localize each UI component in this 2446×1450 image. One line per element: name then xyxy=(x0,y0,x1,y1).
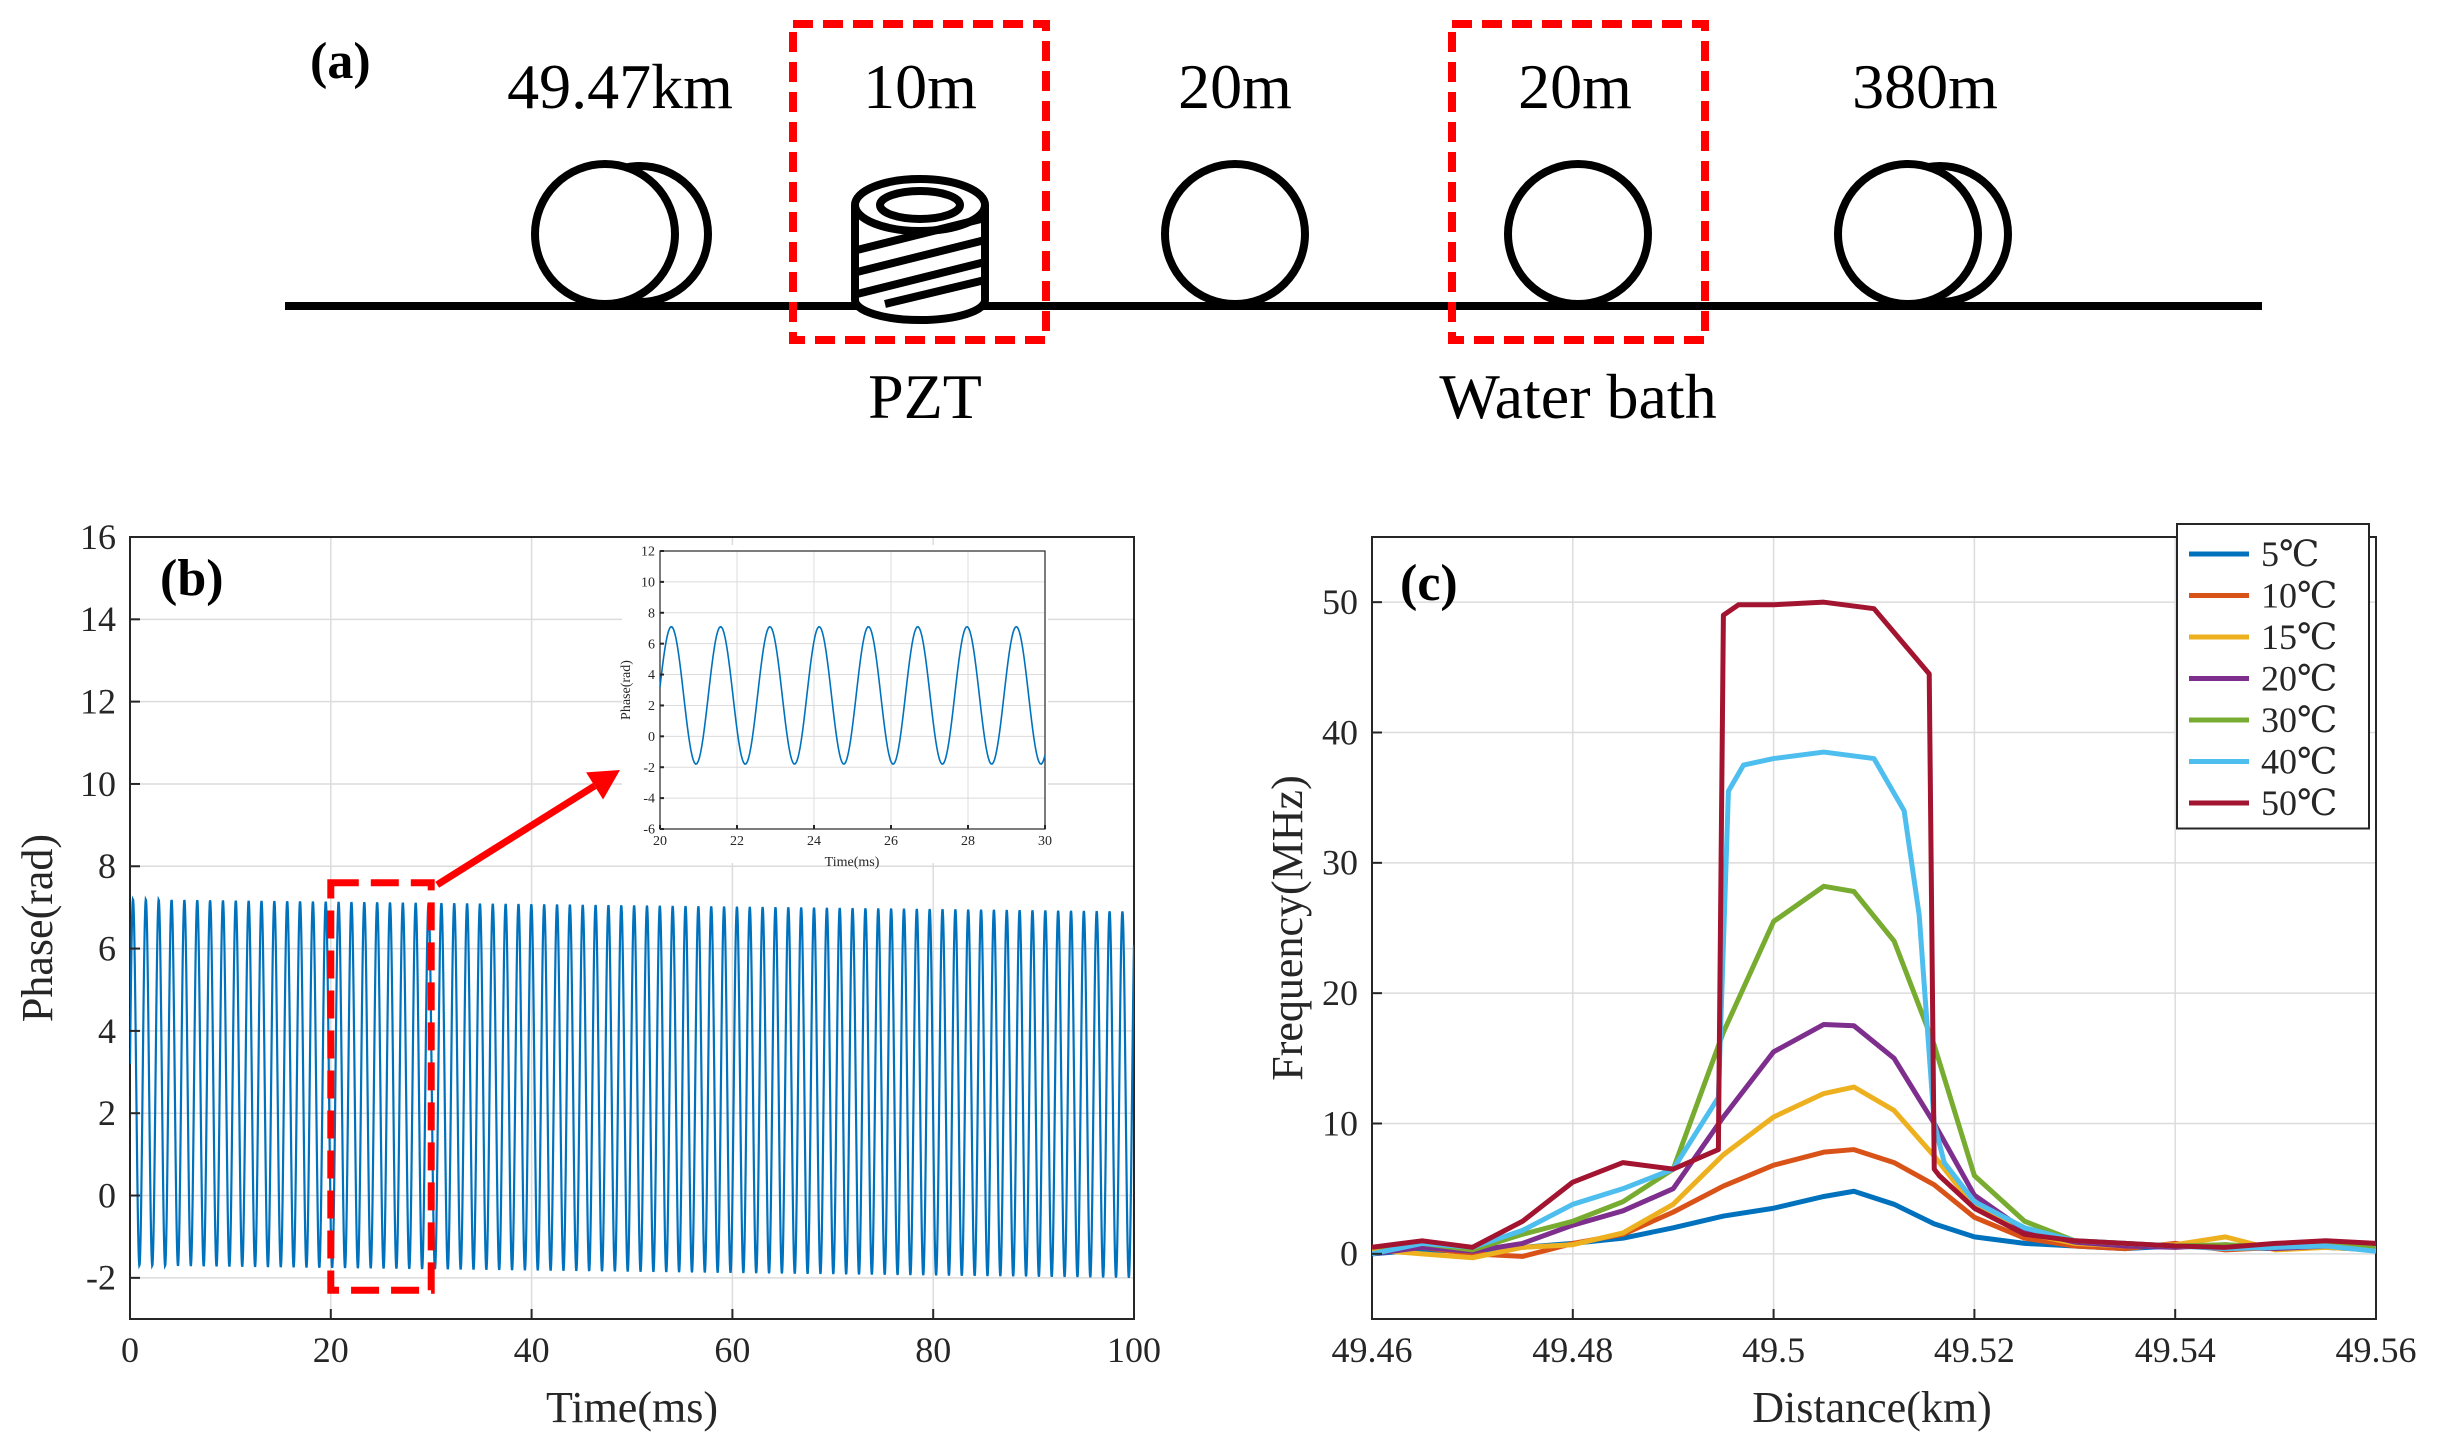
chart-b-y-ticks: -2 0 2 4 6 8 10 12 14 16 xyxy=(80,517,140,1298)
chart-c-letter: (c) xyxy=(1400,555,1458,612)
chart-b-inset-series-line xyxy=(659,625,1046,765)
chart-b-xlabel: Time(ms) xyxy=(546,1383,718,1432)
chart-c-legend: 5℃10℃15℃20℃30℃40℃50℃ xyxy=(2176,523,2370,830)
bi-ytick-label-3: 0 xyxy=(648,730,655,745)
chart-b-inset-y-ticks: -6 -4 -2 0 2 4 6 8 10 12 xyxy=(641,545,664,838)
chart-c: 49.46 49.48 49.5 49.52 49.54 49.56 0 10 20 30 40 5… xyxy=(1263,523,2417,1432)
chart-b-plot-area xyxy=(129,536,1135,1320)
chart-b-inset-x-ticks: 20 22 24 26 28 30 xyxy=(653,825,1052,849)
c-ytick-label-1: 10 xyxy=(1322,1103,1358,1143)
bi-xtick-label-0: 20 xyxy=(653,834,667,849)
segment-5-length: 380m xyxy=(1852,51,1998,122)
c-xtick-label-2: 49.5 xyxy=(1742,1330,1805,1370)
pzt-highlight-box xyxy=(789,20,1050,344)
c-xtick-label-0: 49.46 xyxy=(1332,1330,1413,1370)
b-ytick-label-4: 6 xyxy=(98,928,116,968)
segment-3-length: 20m xyxy=(1178,51,1292,122)
fiber-spool-1-icon xyxy=(531,160,712,308)
b-xtick-label-5: 100 xyxy=(1107,1330,1161,1370)
bi-xtick-label-3: 26 xyxy=(884,834,898,849)
chart-c-legend-label-1: 10℃ xyxy=(2261,576,2337,616)
b-ytick-label-8: 14 xyxy=(80,599,116,639)
chart-c-legend-label-0: 5℃ xyxy=(2261,534,2319,574)
fiber-spool-3-icon xyxy=(1161,160,1309,308)
bi-ytick-label-8: 10 xyxy=(641,576,655,591)
b-xtick-label-3: 60 xyxy=(714,1330,750,1370)
chart-c-series-group xyxy=(1372,599,2376,1261)
segment-4-length: 20m xyxy=(1518,51,1632,122)
chart-b-zoom-box xyxy=(327,879,435,1294)
water-bath-highlight-box xyxy=(1448,20,1709,344)
b-xtick-label-2: 40 xyxy=(514,1330,550,1370)
c-ytick-label-2: 20 xyxy=(1322,973,1358,1013)
chart-b-zoom-arrow xyxy=(435,782,597,888)
chart-c-ylabel: Frequency(MHz) xyxy=(1263,775,1312,1080)
b-xtick-label-0: 0 xyxy=(121,1330,139,1370)
chart-c-xlabel: Distance(km) xyxy=(1752,1383,1991,1432)
chart-c-legend-label-5: 40℃ xyxy=(2261,742,2337,782)
c-xtick-label-5: 49.56 xyxy=(2336,1330,2417,1370)
segment-1-length: 49.47km xyxy=(507,51,733,122)
chart-c-series-2 xyxy=(1372,1084,2376,1261)
bi-ytick-label-2: -2 xyxy=(643,761,655,776)
b-xtick-label-4: 80 xyxy=(915,1330,951,1370)
chart-b-inset-ylabel: Phase(rad) xyxy=(619,660,634,720)
chart-c-legend-label-4: 30℃ xyxy=(2261,700,2337,740)
chart-c-legend-label-2: 15℃ xyxy=(2261,617,2337,657)
chart-b-inset-xlabel: Time(ms) xyxy=(825,855,880,870)
chart-b-letter: (b) xyxy=(160,550,224,607)
chart-c-plot-area xyxy=(1371,536,2377,1320)
c-xtick-label-3: 49.52 xyxy=(1934,1330,2015,1370)
bi-xtick-label-1: 22 xyxy=(730,834,744,849)
bi-ytick-label-7: 8 xyxy=(648,606,655,621)
chart-c-y-ticks: 0 10 20 30 40 50 xyxy=(1322,582,1382,1274)
c-xtick-label-4: 49.54 xyxy=(2135,1330,2216,1370)
chart-c-series-1 xyxy=(1372,1147,2376,1259)
c-ytick-label-3: 30 xyxy=(1322,843,1358,883)
panel-a-diagram: (a) 49.47km 10m 20m 20m 380m PZT Water xyxy=(285,20,2262,432)
fiber-spool-4-icon xyxy=(1504,160,1652,308)
bi-ytick-label-5: 4 xyxy=(648,668,655,683)
panel-a-letter: (a) xyxy=(310,33,371,90)
chart-b-series-line xyxy=(130,895,1134,1278)
b-ytick-label-7: 12 xyxy=(80,682,116,722)
b-xtick-label-1: 20 xyxy=(313,1330,349,1370)
chart-c-legend-label-3: 20℃ xyxy=(2261,659,2337,699)
b-ytick-label-9: 16 xyxy=(80,517,116,557)
b-ytick-label-5: 8 xyxy=(98,846,116,886)
chart-b-zoom-arrow-head xyxy=(586,770,620,800)
bi-xtick-label-2: 24 xyxy=(807,834,821,849)
bi-ytick-label-9: 12 xyxy=(641,545,655,560)
chart-b-inset-plot-area xyxy=(659,550,1046,830)
b-ytick-label-0: -2 xyxy=(86,1258,116,1298)
c-ytick-label-4: 40 xyxy=(1322,712,1358,752)
b-ytick-label-3: 4 xyxy=(98,1011,116,1051)
pzt-caption: PZT xyxy=(868,361,982,432)
fiber-spool-5-icon xyxy=(1834,160,2012,308)
bi-ytick-label-4: 2 xyxy=(648,699,655,714)
bi-ytick-label-0: -6 xyxy=(643,823,655,838)
chart-b-ylabel: Phase(rad) xyxy=(13,834,62,1022)
chart-c-x-ticks: 49.46 49.48 49.5 49.52 49.54 49.56 xyxy=(1332,1309,2417,1370)
b-ytick-label-2: 2 xyxy=(98,1093,116,1133)
b-ytick-label-1: 0 xyxy=(98,1175,116,1215)
bi-ytick-label-6: 6 xyxy=(648,637,655,652)
chart-c-series-6 xyxy=(1372,599,2376,1250)
water-bath-caption: Water bath xyxy=(1439,361,1716,432)
segment-2-length: 10m xyxy=(863,51,977,122)
bi-ytick-label-1: -4 xyxy=(643,792,655,807)
c-xtick-label-1: 49.48 xyxy=(1532,1330,1613,1370)
c-ytick-label-0: 0 xyxy=(1340,1234,1358,1274)
bi-xtick-label-5: 30 xyxy=(1038,834,1052,849)
bi-xtick-label-4: 28 xyxy=(961,834,975,849)
chart-c-legend-label-6: 50℃ xyxy=(2261,783,2337,823)
b-ytick-label-6: 10 xyxy=(80,764,116,804)
chart-b-inset-background xyxy=(622,545,1048,863)
chart-b-x-ticks: 0 20 40 60 80 100 xyxy=(121,1309,1161,1370)
c-ytick-label-5: 50 xyxy=(1322,582,1358,622)
pzt-cylinder-icon xyxy=(851,175,989,324)
